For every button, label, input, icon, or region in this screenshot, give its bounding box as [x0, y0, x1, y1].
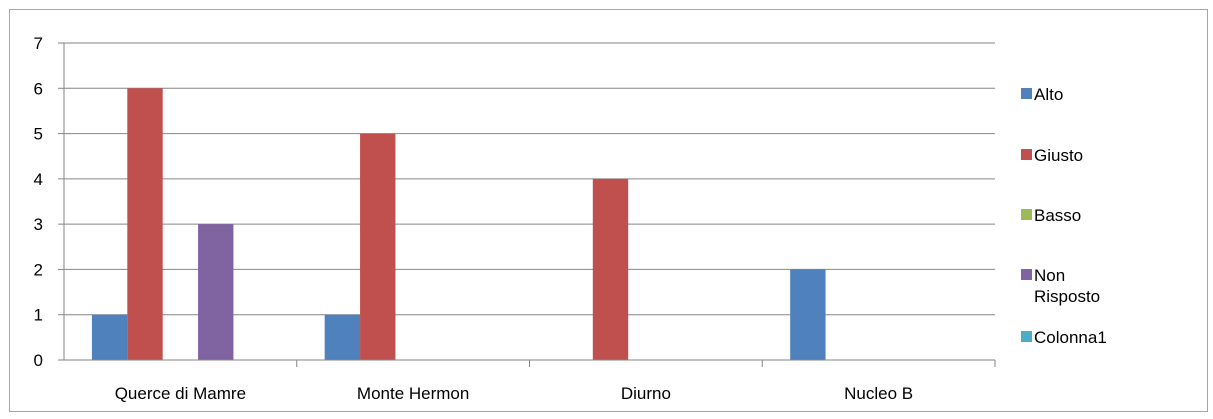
x-tick-label: Nucleo B	[844, 384, 913, 403]
x-tick-label: Querce di Mamre	[115, 384, 246, 403]
legend-label-line: Risposto	[1034, 287, 1100, 306]
legend-swatch	[1021, 269, 1032, 280]
y-tick-label: 1	[34, 306, 43, 325]
y-tick-label: 6	[34, 79, 43, 98]
y-tick-label: 0	[34, 351, 43, 370]
legend-swatch	[1021, 209, 1032, 220]
bar	[360, 133, 396, 360]
bar	[592, 178, 629, 360]
x-tick-label: Monte Hermon	[357, 384, 469, 403]
x-axis-ticks: Querce di Mamre Monte Hermon Diurno Nucleo …	[115, 360, 996, 403]
y-tick-label: 3	[34, 215, 43, 234]
legend-label-line: Non	[1034, 266, 1065, 285]
legend-swatch	[1021, 88, 1032, 99]
legend: Alto Giusto Basso Non Risposto Colonna1	[1021, 85, 1107, 347]
legend-label: Basso	[1034, 206, 1081, 225]
legend-label: Colonna1	[1034, 328, 1107, 347]
bars	[91, 88, 826, 361]
y-tick-label: 7	[34, 34, 43, 53]
bar	[790, 269, 826, 360]
y-tick-label: 5	[34, 125, 43, 144]
x-tick-label: Diurno	[621, 384, 671, 403]
bar	[127, 88, 163, 361]
legend-label: Alto	[1034, 85, 1063, 104]
bar	[198, 224, 234, 360]
legend-swatch	[1021, 331, 1032, 342]
legend-label: Non Risposto	[1034, 266, 1100, 306]
legend-label: Giusto	[1034, 146, 1083, 165]
y-axis-ticks: 0 1 2 3 4 5 6 7	[34, 34, 64, 370]
legend-swatch	[1021, 149, 1032, 160]
bar	[324, 314, 361, 360]
y-tick-label: 2	[34, 260, 43, 279]
bar	[91, 314, 128, 360]
y-tick-label: 4	[34, 170, 43, 189]
